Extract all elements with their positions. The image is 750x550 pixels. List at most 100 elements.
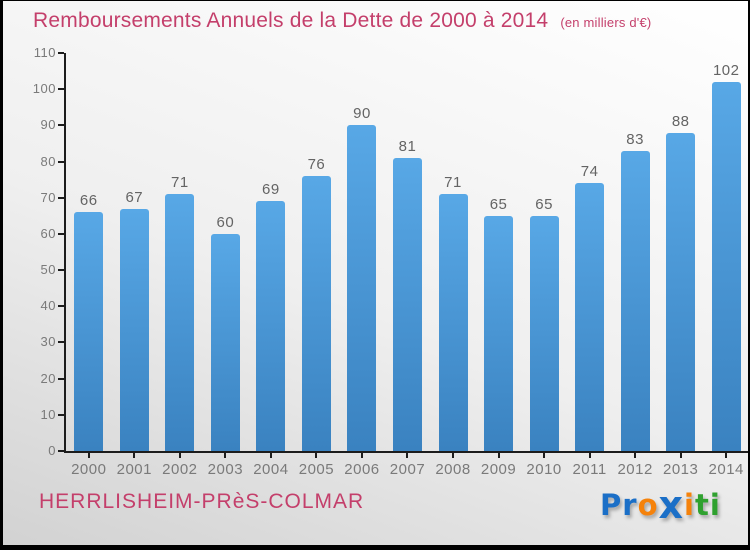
bar-slot-2007: 81 [385,53,431,451]
plot-area: 0 10 20 30 40 50 60 70 80 90 100 110 66 67 71 60 69 76 90… [33,45,748,478]
bar-slot-2012: 83 [612,53,658,451]
y-tick [58,124,64,127]
x-tick-2000: 2000 [66,451,112,478]
x-axis-label: 2010 [526,461,562,478]
bar-value-label: 65 [535,195,553,213]
bar-2002 [165,194,195,451]
y-tick [58,377,64,380]
x-axis-label: 2006 [344,461,380,478]
bar-slot-2006: 90 [339,53,385,451]
bar-slot-2010: 65 [521,53,567,451]
bar-2003 [210,233,240,451]
bar-value-label: 71 [444,174,462,192]
bar-slot-2001: 67 [112,53,158,451]
y-tick-label: 30 [40,334,56,350]
logo-letter: t [694,488,710,522]
x-tick-2009: 2009 [476,451,522,478]
chart-title: Remboursements Annuels de la Dette de 20… [33,9,549,32]
y-tick [58,450,64,452]
y-tick [58,232,64,235]
bar-slot-2004: 69 [248,53,294,451]
y-tick [58,305,64,308]
y-tick-label: 80 [40,153,56,169]
bar-2009 [484,215,514,451]
x-tick-2005: 2005 [294,451,340,478]
bar-value-label: 102 [712,61,740,79]
x-tick-2014: 2014 [703,451,748,478]
logo-letter: i [684,488,695,522]
x-tick-2001: 2001 [112,451,158,478]
bar-2000 [74,212,104,451]
x-axis-label: 2004 [253,461,289,478]
chart-subtitle: (en milliers d'€) [560,15,652,30]
chart-header: Remboursements Annuels de la Dette de 20… [33,9,738,33]
y-tick [58,88,64,91]
x-tick-2006: 2006 [339,451,385,478]
y-tick-label: 70 [40,189,56,205]
bar-slot-2009: 65 [476,53,522,451]
x-tick-2007: 2007 [385,451,431,478]
bar-slot-2002: 71 [157,53,203,451]
bar-2004 [256,201,286,451]
bar-value-label: 90 [353,105,371,123]
x-axis-label: 2002 [162,461,198,478]
y-tick-label: 90 [40,117,56,133]
y-tick-label: 50 [40,262,56,278]
bar-value-label: 88 [671,112,690,130]
bar-2006 [347,125,377,451]
bar-2010 [529,215,559,451]
commune-name: HERRLISHEIM-PRèS-COLMAR [39,490,365,513]
x-axis-label: 2014 [708,461,744,478]
x-tick-2013: 2013 [658,451,704,478]
x-axis-labels: 2000 2001 2002 2003 2004 2005 2006 2007 2008 2009… [66,451,748,478]
bar-series: 66 67 71 60 69 76 90 81 71 65 65 74 83 88 102 [66,53,748,451]
y-tick [58,52,64,54]
x-axis-label: 2012 [617,461,653,478]
bar-value-label: 60 [216,213,235,231]
logo-letter: r [622,488,638,522]
bar-2008 [438,194,468,451]
y-tick [58,196,64,199]
x-axis-label: 2001 [116,461,152,478]
y-tick-label: 0 [48,443,56,458]
x-axis-label: 2007 [389,461,426,478]
bar-value-label: 81 [398,137,417,155]
x-tick-2010: 2010 [521,451,567,478]
bar-2011 [575,183,605,451]
bar-value-label: 66 [79,192,98,210]
y-tick [58,341,64,344]
y-tick-label: 10 [40,406,56,422]
logo-letter: x [658,483,685,527]
logo-letter: P [600,488,623,522]
logo-letter: o [637,488,659,522]
y-tick-label: 60 [40,225,56,241]
y-tick [58,160,64,163]
y-tick-label: 110 [33,45,56,60]
x-tick-2002: 2002 [157,451,203,478]
bar-value-label: 69 [262,181,280,199]
x-axis-label: 2011 [572,461,607,478]
bar-2012 [620,150,650,451]
x-axis-label: 2000 [71,461,107,478]
bar-2014 [711,81,741,451]
bar-2001 [119,208,149,451]
bar-value-label: 74 [580,163,599,181]
bar-value-label: 83 [626,130,644,148]
bar-value-label: 71 [170,174,189,192]
x-tick-2008: 2008 [430,451,476,478]
y-tick [58,269,64,272]
x-tick-2012: 2012 [612,451,658,478]
logo-letter: i [709,488,721,522]
bar-slot-2013: 88 [658,53,704,451]
y-tick-label: 100 [32,81,56,97]
bar-value-label: 76 [307,156,326,174]
bar-slot-2011: 74 [567,53,613,451]
x-tick-2011: 2011 [567,451,613,478]
bar-slot-2005: 76 [294,53,340,451]
bar-2013 [666,132,696,451]
x-axis-label: 2003 [207,461,244,478]
x-axis-label: 2008 [435,461,471,478]
x-tick-2003: 2003 [203,451,249,478]
